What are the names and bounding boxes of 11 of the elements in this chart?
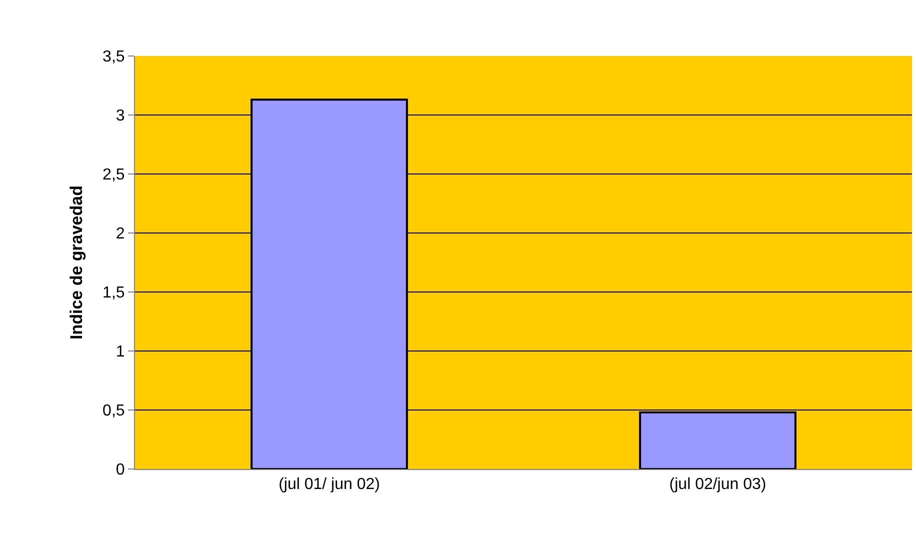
y-axis-title: Indice de gravedad: [67, 186, 86, 340]
y-tick-label: 0,5: [102, 402, 125, 420]
y-tick-label: 1,5: [102, 284, 125, 302]
y-tick-label: 3: [116, 108, 125, 125]
x-tick-label: (jul 02/jun 03): [669, 476, 766, 494]
y-tick-label: 2,5: [102, 166, 125, 184]
y-tick-label: 2: [116, 226, 125, 243]
y-tick-label: 3,5: [102, 48, 125, 66]
x-tick-label: (jul 01/ jun 02): [278, 476, 380, 494]
y-tick-label: 0: [116, 462, 125, 479]
y-tick-label: 1: [116, 344, 125, 361]
